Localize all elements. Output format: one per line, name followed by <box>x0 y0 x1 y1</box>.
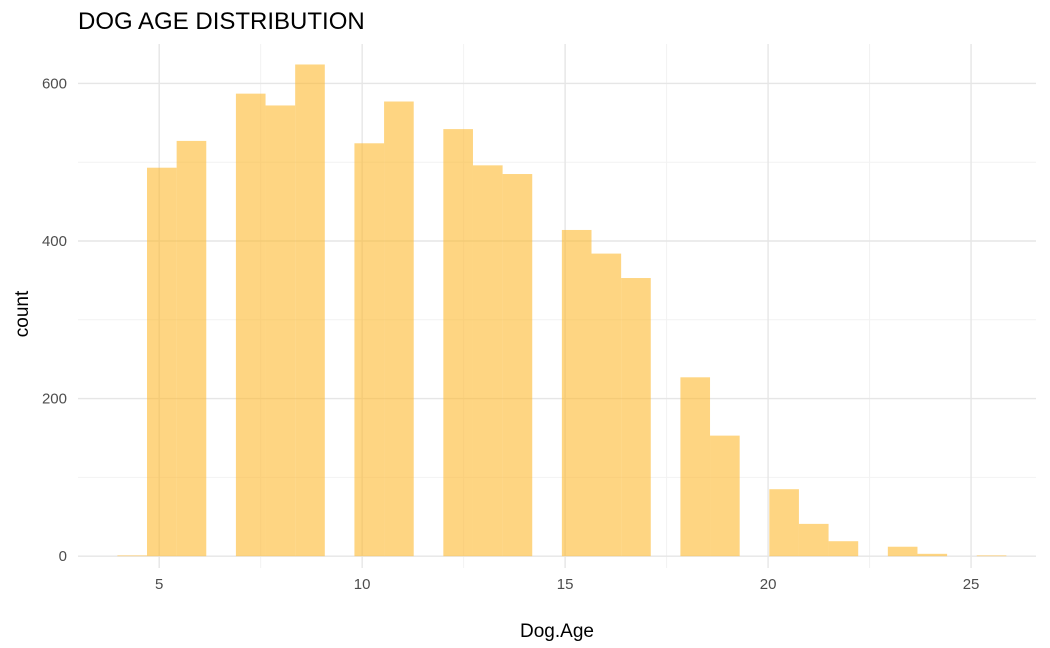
chart-title: DOG AGE DISTRIBUTION <box>78 8 365 35</box>
y-tick-label: 600 <box>42 75 67 92</box>
y-axis-label: count <box>12 290 33 337</box>
histogram-bar <box>502 174 533 557</box>
x-tick-label: 15 <box>557 576 574 593</box>
histogram-bar <box>828 541 859 557</box>
y-tick-label: 400 <box>42 233 67 250</box>
grid-layer <box>78 44 1036 568</box>
histogram-bar <box>976 555 1007 557</box>
x-tick-label: 10 <box>354 576 371 593</box>
x-axis-label: Dog.Age <box>520 621 594 642</box>
x-tick-label: 5 <box>155 576 163 593</box>
histogram-bar <box>443 129 473 557</box>
histogram-bar <box>621 278 651 557</box>
x-tick-label: 25 <box>963 576 980 593</box>
histogram-bar <box>295 64 325 557</box>
histogram-bar <box>769 489 799 557</box>
histogram-bar <box>591 253 622 557</box>
bars-layer <box>117 64 1007 557</box>
histogram-bar <box>680 377 711 557</box>
histogram-bar <box>917 553 948 557</box>
histogram-bar <box>176 140 207 557</box>
histogram-bar <box>798 523 829 557</box>
histogram-bar <box>235 93 266 557</box>
y-tick-label: 0 <box>59 548 67 565</box>
histogram-bar <box>710 435 740 557</box>
histogram-bar <box>117 555 148 557</box>
histogram-bar <box>472 165 503 557</box>
x-tick-label: 20 <box>760 576 777 593</box>
histogram-bar <box>147 167 177 557</box>
histogram-bar <box>384 101 414 557</box>
tick-labels: 5 10 15 20 25 0 200 400 600 <box>42 75 979 593</box>
histogram-bar <box>265 105 296 557</box>
histogram-bar <box>561 229 592 557</box>
histogram-bar <box>354 143 385 557</box>
y-tick-label: 200 <box>42 391 67 408</box>
histogram-bar <box>887 546 918 557</box>
